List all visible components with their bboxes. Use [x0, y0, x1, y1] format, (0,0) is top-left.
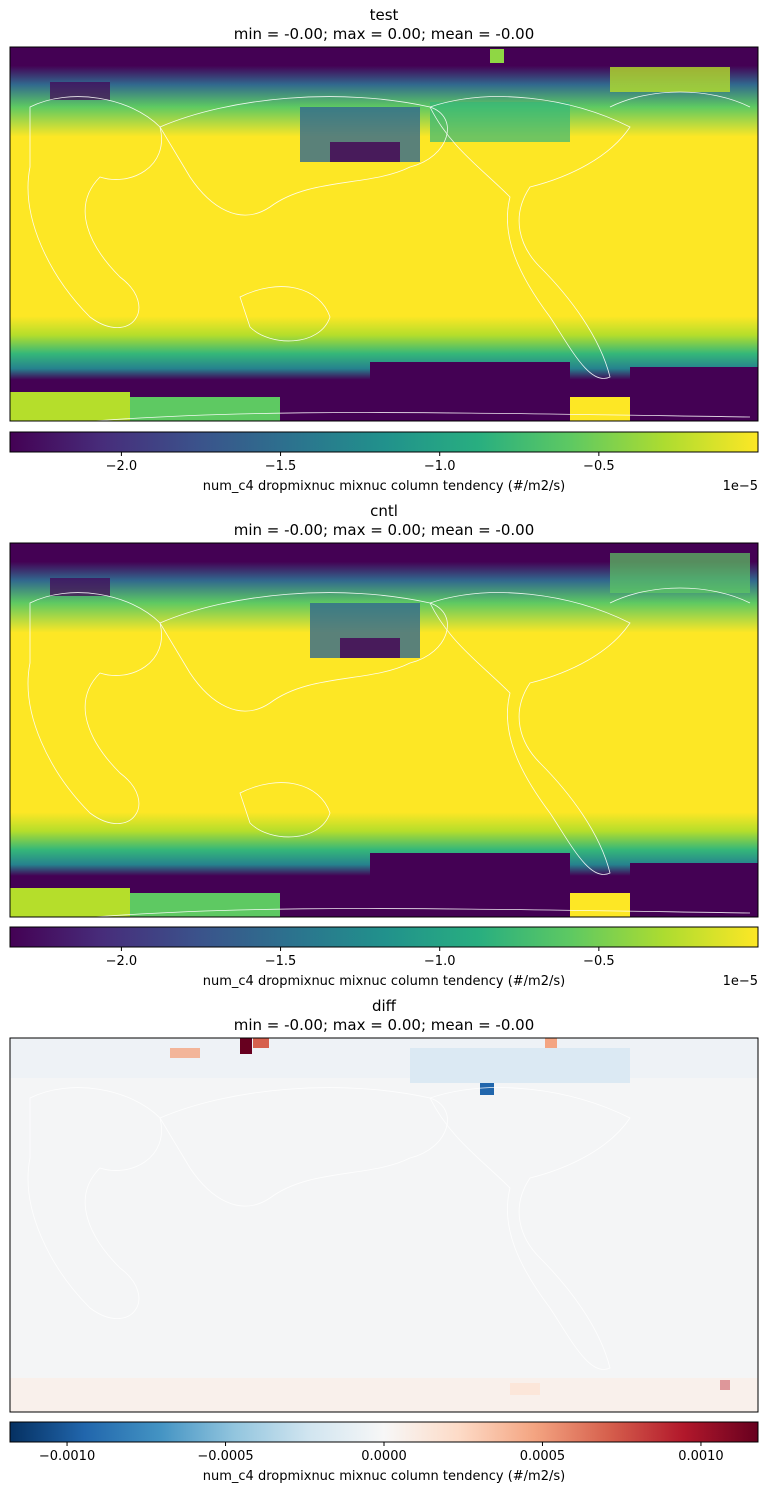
- colorbar-tick-label: 0.0010: [678, 1449, 724, 1464]
- panel-subtitle: min = -0.00; max = 0.00; mean = -0.00: [234, 25, 534, 43]
- colorbar-bar: [9, 926, 759, 948]
- panel-test: test min = -0.00; max = 0.00; mean = -0.…: [9, 6, 759, 494]
- colorbar-label: num_c4 dropmixnuc mixnuc column tendency…: [203, 479, 565, 494]
- panel-diff: diff min = -0.00; max = 0.00; mean = -0.…: [9, 997, 759, 1484]
- colorbar-tick-label: −1.5: [265, 459, 297, 474]
- colorbar-scale-label: 1e−5: [723, 974, 758, 989]
- colorbar-tick-label: −2.0: [106, 459, 138, 474]
- map-frame: [9, 1037, 759, 1413]
- colorbar-bar: [9, 431, 759, 453]
- map-frame: [9, 542, 759, 918]
- colorbar-tick-label: −1.0: [424, 954, 456, 969]
- colorbar-diff: −0.0010 −0.0005 0.0000 0.0005 0.0010 num_c4 …: [9, 1421, 759, 1484]
- coastline-outlines: [27, 587, 751, 917]
- panel-subtitle: min = -0.00; max = 0.00; mean = -0.00: [234, 1016, 534, 1034]
- colorbar-scale-label: 1e−5: [723, 479, 758, 494]
- coastline-outlines: [27, 91, 751, 421]
- colorbar-label: num_c4 dropmixnuc mixnuc column tendency…: [203, 1469, 565, 1484]
- colorbar-tick-label: −1.5: [265, 954, 297, 969]
- colorbar-tick-label: −0.5: [583, 954, 615, 969]
- colorbar-cntl: −2.0 −1.5 −1.0 −0.5 num_c4 dropmixnuc mixnu…: [9, 926, 759, 989]
- colorbar-tick-label: −0.0010: [39, 1449, 95, 1464]
- colorbar-tick-label: −1.0: [424, 459, 456, 474]
- panel-title: test: [370, 6, 399, 24]
- panel-cntl: cntl min = -0.00; max = 0.00; mean = -0.…: [9, 502, 759, 989]
- colorbar-label: num_c4 dropmixnuc mixnuc column tendency…: [203, 974, 565, 989]
- panel-subtitle: min = -0.00; max = 0.00; mean = -0.00: [234, 521, 534, 539]
- map-plot: [9, 46, 759, 422]
- colorbar-tick-label: −0.5: [583, 459, 615, 474]
- panel-title: diff: [372, 997, 397, 1015]
- coastline-outlines: [27, 1087, 631, 1370]
- colorbar-bar: [9, 1421, 759, 1443]
- colorbar-tick-label: 0.0005: [520, 1449, 566, 1464]
- field-background: [10, 1038, 758, 1412]
- map-plot: [9, 542, 759, 918]
- map-frame: [9, 46, 759, 422]
- map-plot: [9, 1037, 759, 1413]
- panel-title: cntl: [370, 502, 398, 520]
- colorbar-tick-label: 0.0000: [361, 1449, 407, 1464]
- colorbar-test: −2.0 −1.5 −1.0 −0.5 num_c4 dropmixnuc mixnu…: [9, 431, 759, 494]
- colorbar-tick-label: −0.0005: [197, 1449, 253, 1464]
- colorbar-tick-label: −2.0: [106, 954, 138, 969]
